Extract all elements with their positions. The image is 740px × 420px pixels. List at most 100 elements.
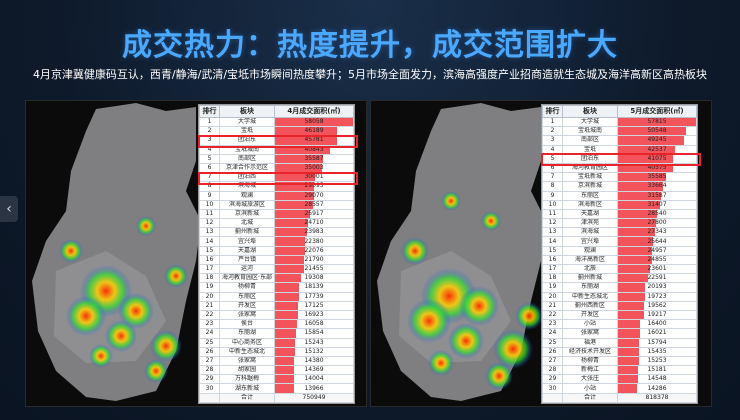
table-row: 15 观澜 24957 xyxy=(542,245,697,256)
value-bar xyxy=(275,182,315,190)
rank-cell: 9 xyxy=(542,190,563,201)
value-text: 21455 xyxy=(304,265,324,273)
value-text: 14548 xyxy=(647,375,667,383)
value-bar xyxy=(275,375,294,383)
table-row: 19 东丽湖 20193 xyxy=(542,282,697,293)
block-cell: 新梅江 xyxy=(562,365,618,376)
value-bar xyxy=(618,265,650,273)
value-cell: 19723 xyxy=(617,291,697,302)
block-cell: 宝坻新城 xyxy=(562,172,618,183)
value-header: 4月成交面积(㎡) xyxy=(274,105,354,118)
block-cell: 宜兴埠 xyxy=(562,236,618,247)
value-text: 27800 xyxy=(647,219,667,227)
table-row: 20 东丽区 17739 xyxy=(199,291,354,302)
value-text: 16021 xyxy=(647,329,667,337)
table-row: 27 张家窝 14380 xyxy=(199,355,354,367)
value-cell: 14004 xyxy=(274,374,354,385)
value-text: 14286 xyxy=(647,384,667,392)
block-cell: 观澜 xyxy=(219,190,275,201)
prev-slide-icon[interactable]: ‹ xyxy=(0,196,18,222)
value-cell: 15854 xyxy=(274,328,354,339)
rank-cell: 23 xyxy=(199,319,220,330)
table-row: 24 张家窝 16021 xyxy=(542,328,697,339)
block-cell: 滨海新区 xyxy=(562,199,618,210)
table-row: 17 北辰 23601 xyxy=(542,263,697,275)
table-row: 9 东丽区 31587 xyxy=(542,190,697,201)
value-text: 19562 xyxy=(647,301,667,309)
value-text: 35585 xyxy=(647,173,667,181)
value-text: 40575 xyxy=(647,164,667,172)
value-cell: 22591 xyxy=(617,273,697,284)
value-bar xyxy=(618,293,645,301)
value-cell: 57815 xyxy=(617,116,697,128)
table-row: 14 宜兴埠 22380 xyxy=(199,236,354,247)
block-cell: 芦台镇 xyxy=(219,254,275,266)
block-cell: 宜兴埠 xyxy=(219,236,275,247)
value-cell: 49245 xyxy=(617,135,697,146)
value-bar xyxy=(618,155,674,163)
rank-cell: 30 xyxy=(542,383,563,394)
rank-cell: 24 xyxy=(199,328,220,339)
table-row: 9 观澜 29070 xyxy=(199,190,354,201)
rank-cell: 12 xyxy=(199,218,220,229)
may-heat-map xyxy=(377,103,546,401)
value-text: 46189 xyxy=(304,127,324,135)
value-text: 35587 xyxy=(304,154,324,162)
value-cell: 27800 xyxy=(617,218,697,229)
value-text: 23983 xyxy=(304,228,324,236)
total-row: 合计 750949 xyxy=(199,392,354,403)
rank-cell: 16 xyxy=(199,254,220,266)
value-bar xyxy=(618,219,656,227)
value-text: 29070 xyxy=(304,191,324,199)
value-bar xyxy=(618,247,652,255)
value-bar xyxy=(275,256,305,264)
value-cell: 29095 xyxy=(274,181,354,192)
value-text: 33664 xyxy=(647,182,667,190)
value-text: 15435 xyxy=(647,347,667,355)
value-cell: 15435 xyxy=(617,346,697,357)
value-text: 31407 xyxy=(647,200,667,208)
table-row: 18 海河教育园区·东部 19308 xyxy=(199,273,354,284)
row-highlight-box xyxy=(540,153,701,167)
block-cell: 运河 xyxy=(219,263,275,275)
value-cell: 20193 xyxy=(617,282,697,293)
rank-cell: 3 xyxy=(542,135,563,146)
value-cell: 15243 xyxy=(274,337,354,348)
table-row: 19 杨柳青 18139 xyxy=(199,282,354,293)
rank-cell: 19 xyxy=(542,282,563,293)
total-label: 合计 xyxy=(562,392,618,403)
value-text: 40843 xyxy=(304,145,324,153)
table-row: 7 宝坻新城 35585 xyxy=(542,172,697,183)
rank-cell: 5 xyxy=(199,153,220,164)
table-row: 8 京滨新城 33664 xyxy=(542,181,697,192)
value-bar xyxy=(275,366,295,374)
value-text: 42537 xyxy=(647,145,667,153)
block-cell: 蓟州西新区 xyxy=(562,300,618,311)
table-row: 27 杨柳青 15253 xyxy=(542,355,697,367)
rank-cell: 17 xyxy=(199,263,220,275)
value-text: 35003 xyxy=(304,164,324,172)
value-bar xyxy=(618,320,641,328)
block-cell: 宝坻城南 xyxy=(562,126,618,137)
value-bar xyxy=(618,192,661,200)
value-bar xyxy=(275,164,323,172)
value-bar xyxy=(275,136,337,145)
block-cell: 张家窝 xyxy=(219,355,275,367)
value-bar xyxy=(618,201,661,209)
value-bar xyxy=(618,348,639,356)
slide-title: 成交热力：热度提升，成交范围扩大 xyxy=(122,28,618,63)
value-bar xyxy=(275,357,295,365)
block-cell: 北辰 xyxy=(562,263,618,275)
rank-cell: 7 xyxy=(542,172,563,183)
value-cell: 15253 xyxy=(617,355,697,367)
value-cell: 14369 xyxy=(274,365,354,376)
value-text: 31587 xyxy=(647,191,667,199)
rank-cell: 15 xyxy=(542,245,563,256)
value-bar xyxy=(618,256,652,264)
rank-header: 排行 xyxy=(542,105,563,118)
table-row: 2 宝坻城南 50548 xyxy=(542,126,697,137)
block-header: 板块 xyxy=(562,105,618,118)
block-cell: 东丽湖 xyxy=(562,282,618,293)
value-bar xyxy=(618,375,638,383)
value-bar xyxy=(275,228,308,236)
